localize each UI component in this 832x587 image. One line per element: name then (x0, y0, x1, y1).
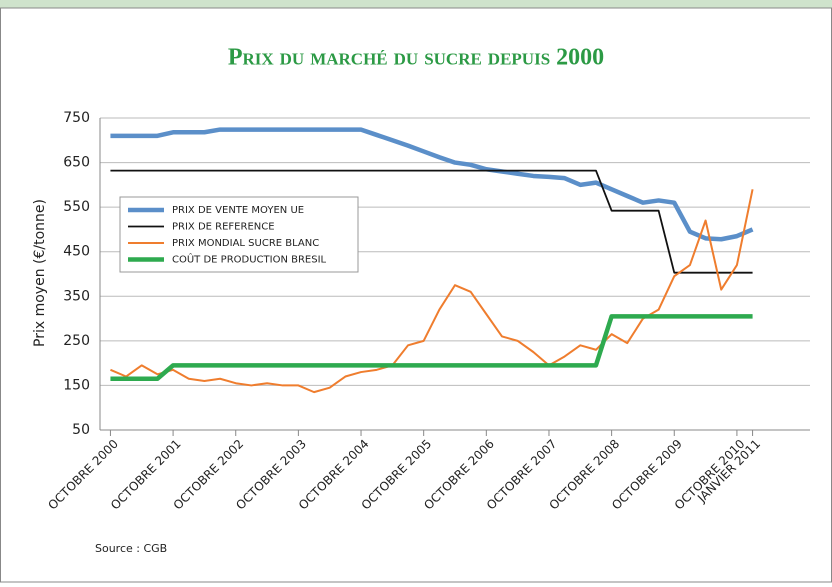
y-tick-label: 650 (63, 155, 90, 171)
y-tick-label: 750 (63, 110, 90, 126)
y-tick-label: 250 (63, 333, 90, 349)
legend-label: PRIX DE VENTE MOYEN UE (172, 205, 304, 216)
chart-title: Prix du marché du sucre depuis 2000 (228, 45, 604, 71)
legend-label: PRIX DE REFERENCE (172, 222, 275, 233)
y-tick-label: 350 (63, 288, 90, 304)
source: Source : CGB (95, 542, 167, 555)
series-line (110, 169, 753, 274)
y-tick-label: 450 (63, 244, 90, 260)
series-line (110, 127, 754, 242)
top-band (0, 0, 832, 8)
y-axis-label: Prix moyen (€/tonne) (32, 199, 48, 347)
legend-label: COÛT DE PRODUCTION BRESIL (172, 253, 327, 266)
y-tick-label: 550 (63, 199, 90, 215)
series-line (110, 314, 753, 381)
y-tick-label: 50 (72, 422, 90, 438)
y-tick-label: 150 (63, 377, 90, 393)
legend-label: PRIX MONDIAL SUCRE BLANC (172, 238, 319, 249)
